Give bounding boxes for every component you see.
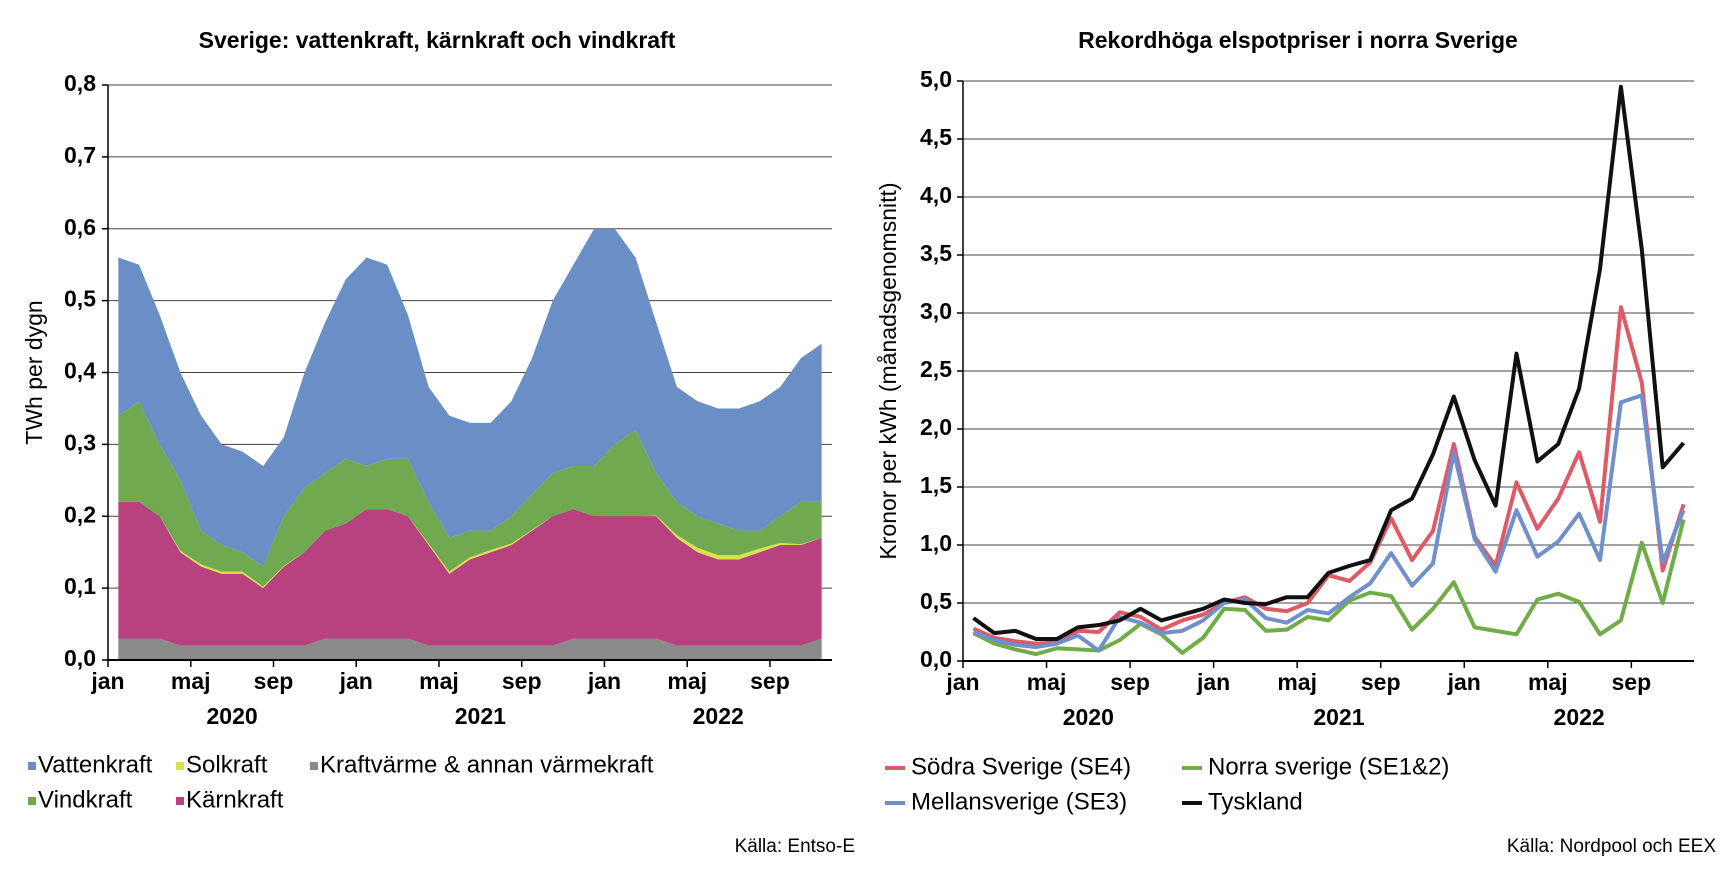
y-axis-title: TWh per dygn [21,300,47,444]
legend-swatch [28,762,36,770]
area-series [118,638,822,660]
legend-swatch [28,797,36,805]
year-label: 2021 [455,703,506,729]
line-series [972,305,1686,646]
area-series [118,228,822,567]
legend-label: Norra sverige (SE1&2) [1208,753,1449,780]
x-tick-label: sep [1110,669,1150,695]
legend-label: Kraftvärme & annan värmekraft [320,751,654,778]
chart-title: Sverige: vattenkraft, kärnkraft och vind… [199,27,676,53]
x-tick-label: jan [1196,669,1230,695]
source-note: Källa: Entso-E [735,836,855,857]
y-tick-label: 0,6 [64,214,96,240]
y-tick-label: 0,3 [64,429,96,455]
x-tick-label: maj [171,668,211,694]
y-tick-label: 0,8 [64,70,96,96]
line-series [972,393,1686,653]
y-tick-label: 4,5 [920,124,952,150]
x-tick-label: sep [1612,669,1652,695]
y-tick-label: 4,0 [920,182,952,208]
legend-label: Vindkraft [38,786,133,813]
legend-swatch [310,762,318,770]
legend-swatch [176,762,184,770]
x-tick-label: maj [1528,669,1568,695]
year-label: 2022 [1554,704,1605,730]
legend-swatch [176,797,184,805]
y-tick-label: 5,0 [920,66,952,92]
y-tick-label: 2,5 [920,356,952,382]
x-tick-label: jan [1447,669,1481,695]
x-tick-label: jan [339,668,373,694]
x-tick-label: jan [90,668,124,694]
legend-label: Vattenkraft [38,751,153,778]
x-tick-label: jan [587,668,621,694]
year-label: 2022 [693,703,744,729]
y-tick-label: 0,0 [64,645,96,671]
legend-label: Solkraft [186,751,268,778]
legend-label: Tyskland [1208,788,1303,815]
area-series [118,501,822,646]
x-tick-label: sep [1361,669,1401,695]
x-tick-label: sep [254,668,294,694]
y-tick-label: 3,5 [920,240,952,266]
y-axis-title: Kronor per kWh (månadsgenomsnitt) [875,182,901,559]
x-tick-label: jan [945,669,979,695]
x-tick-label: maj [419,668,459,694]
x-tick-label: maj [1027,669,1067,695]
year-label: 2021 [1313,704,1364,730]
x-tick-label: sep [750,668,790,694]
y-tick-label: 0,4 [64,358,96,384]
y-tick-label: 0,0 [920,646,952,672]
x-tick-label: maj [1277,669,1317,695]
y-tick-label: 1,5 [920,472,952,498]
y-tick-label: 3,0 [920,298,952,324]
line-series [972,84,1686,641]
y-tick-label: 1,0 [920,530,952,556]
y-tick-label: 0,2 [64,501,96,527]
legend-label: Mellansverige (SE3) [911,788,1127,815]
x-tick-label: maj [667,668,707,694]
y-tick-label: 2,0 [920,414,952,440]
line-series [972,518,1686,657]
legend-label: Södra Sverige (SE4) [911,753,1131,780]
y-tick-label: 0,1 [64,573,96,599]
source-note: Källa: Nordpool och EEX [1507,836,1716,857]
y-tick-label: 0,5 [64,286,96,312]
legend-label: Kärnkraft [186,786,284,813]
year-label: 2020 [207,703,258,729]
y-tick-label: 0,5 [920,588,952,614]
chart-title: Rekordhöga elspotpriser i norra Sverige [1078,27,1518,53]
area-series [118,401,822,587]
y-tick-label: 0,7 [64,142,96,168]
x-tick-label: sep [502,668,542,694]
year-label: 2020 [1063,704,1114,730]
